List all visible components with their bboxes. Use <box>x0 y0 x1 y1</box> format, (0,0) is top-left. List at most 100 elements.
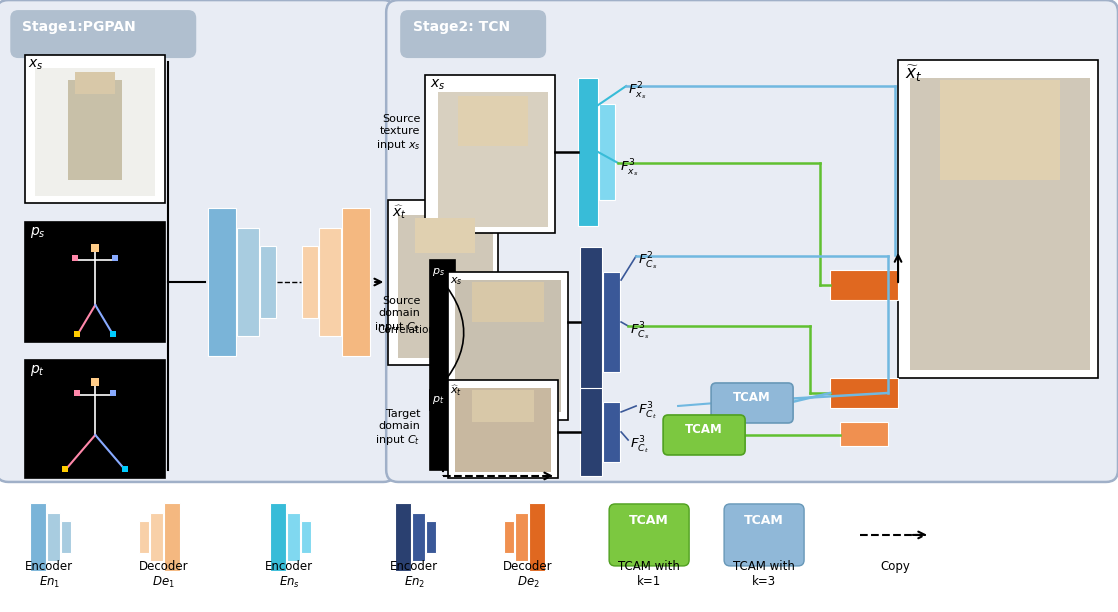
Text: Target
domain
input $C_t$: Target domain input $C_t$ <box>375 409 420 447</box>
Bar <box>603 402 620 462</box>
Bar <box>430 390 455 470</box>
Bar <box>320 228 341 336</box>
Bar <box>74 331 80 337</box>
Text: $\widetilde{x}_t$: $\widetilde{x}_t$ <box>906 63 922 84</box>
Bar <box>47 513 60 561</box>
Bar <box>940 80 1060 180</box>
FancyBboxPatch shape <box>609 504 689 566</box>
Bar <box>26 222 165 342</box>
Bar <box>271 503 286 571</box>
FancyBboxPatch shape <box>0 0 395 482</box>
Bar <box>426 521 436 553</box>
Bar <box>448 380 558 478</box>
Text: Stage1:PGPAN: Stage1:PGPAN <box>22 20 136 34</box>
Bar <box>472 282 544 322</box>
FancyBboxPatch shape <box>724 504 804 566</box>
Bar <box>287 513 301 561</box>
Text: TCAM: TCAM <box>629 514 669 527</box>
Bar <box>455 280 561 412</box>
Bar <box>26 360 165 478</box>
Text: $F^3_{x_s}$: $F^3_{x_s}$ <box>620 157 638 179</box>
Bar <box>140 521 149 553</box>
Bar <box>603 272 620 372</box>
Text: TCAM with
k=3: TCAM with k=3 <box>733 560 795 588</box>
Bar <box>472 390 534 422</box>
Bar <box>75 72 115 94</box>
Bar <box>68 80 122 180</box>
Bar <box>430 260 455 410</box>
Text: Decoder
$De_1$: Decoder $De_1$ <box>139 560 188 590</box>
FancyBboxPatch shape <box>400 10 547 58</box>
Text: Decoder
$De_2$: Decoder $De_2$ <box>503 560 553 590</box>
Bar <box>63 466 68 472</box>
Text: Encoder
$En_2$: Encoder $En_2$ <box>390 560 438 590</box>
Text: Correlation: Correlation <box>377 325 435 335</box>
Bar <box>458 96 528 146</box>
Text: $F^3_{C_s}$: $F^3_{C_s}$ <box>631 320 650 341</box>
Bar <box>398 215 493 358</box>
Bar <box>578 78 598 226</box>
Text: $x_s$: $x_s$ <box>28 58 44 72</box>
Bar <box>111 331 116 337</box>
Text: $p_t$: $p_t$ <box>30 363 45 378</box>
Bar <box>164 503 180 571</box>
Bar <box>515 513 528 561</box>
Bar <box>36 68 155 196</box>
Text: $F^3_{C_t}$: $F^3_{C_t}$ <box>638 400 657 422</box>
Text: TCAM: TCAM <box>745 514 784 527</box>
Text: Stage2: TCN: Stage2: TCN <box>414 20 510 34</box>
Bar <box>260 246 276 318</box>
Text: $F^3_{C_t}$: $F^3_{C_t}$ <box>631 434 648 455</box>
Bar <box>61 521 72 553</box>
Bar <box>342 208 370 356</box>
FancyBboxPatch shape <box>711 383 793 423</box>
Bar <box>208 208 236 356</box>
Bar <box>112 255 119 261</box>
Bar <box>830 378 898 408</box>
Text: Source
domain
input $C_s$: Source domain input $C_s$ <box>375 296 420 334</box>
Text: $F^2_{x_s}$: $F^2_{x_s}$ <box>628 80 646 102</box>
Bar <box>301 521 311 553</box>
Bar <box>388 200 499 365</box>
Bar <box>73 255 78 261</box>
Bar <box>580 388 603 476</box>
Bar <box>413 513 425 561</box>
Bar <box>74 390 80 396</box>
Text: $\widehat{x}_t$: $\widehat{x}_t$ <box>451 383 463 398</box>
Text: $p_s$: $p_s$ <box>30 225 46 240</box>
Bar <box>898 60 1098 378</box>
Bar <box>425 75 556 233</box>
Bar <box>111 390 116 396</box>
Text: Source
texture
input $x_s$: Source texture input $x_s$ <box>376 114 420 152</box>
Bar <box>92 244 100 252</box>
FancyBboxPatch shape <box>663 415 745 455</box>
Bar <box>237 228 259 336</box>
Text: Encoder
$En_s$: Encoder $En_s$ <box>265 560 313 590</box>
Bar <box>26 55 165 203</box>
FancyBboxPatch shape <box>386 0 1118 482</box>
Bar <box>448 272 568 420</box>
Text: $x_s$: $x_s$ <box>451 275 463 287</box>
Bar <box>150 513 163 561</box>
Bar <box>302 246 319 318</box>
Bar <box>455 388 551 472</box>
FancyBboxPatch shape <box>10 10 197 58</box>
Bar <box>910 78 1090 370</box>
Text: $x_s$: $x_s$ <box>430 78 446 92</box>
Text: $F^2_{C_s}$: $F^2_{C_s}$ <box>638 250 657 272</box>
Text: TCAM with
k=1: TCAM with k=1 <box>618 560 680 588</box>
Text: $p_s$: $p_s$ <box>433 266 445 278</box>
Bar <box>504 521 514 553</box>
Bar <box>415 218 475 253</box>
Bar <box>830 270 898 300</box>
Bar <box>92 378 100 386</box>
Bar <box>438 92 548 227</box>
Text: Encoder
$En_1$: Encoder $En_1$ <box>26 560 74 590</box>
Text: TCAM: TCAM <box>733 391 771 404</box>
Bar <box>30 503 46 571</box>
Bar <box>840 422 888 446</box>
Text: $p_t$: $p_t$ <box>433 394 445 406</box>
Text: TCAM: TCAM <box>685 423 723 436</box>
Bar <box>599 104 615 200</box>
Text: $\widehat{x}_t$: $\widehat{x}_t$ <box>392 203 407 221</box>
